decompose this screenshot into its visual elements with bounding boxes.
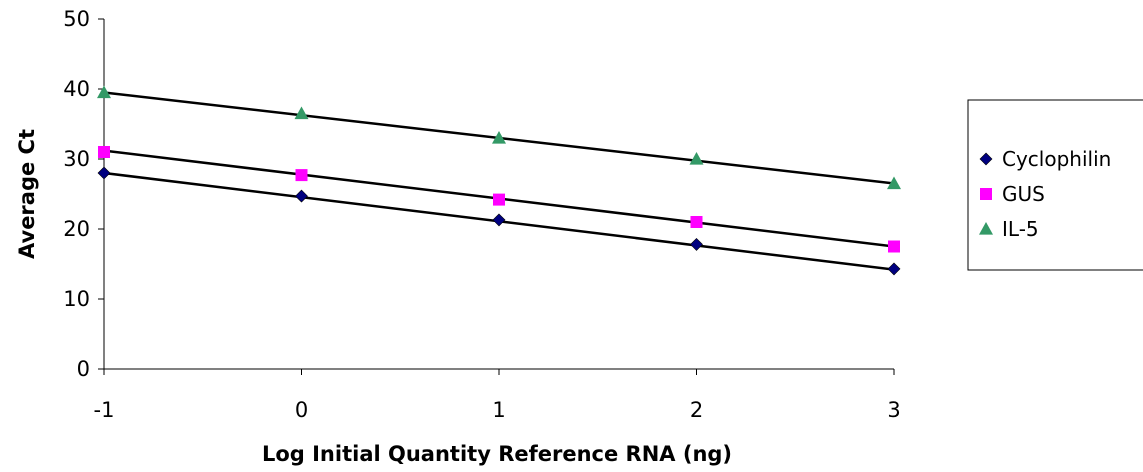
data-point-gus [690, 216, 703, 228]
data-point-il-5 [887, 176, 901, 190]
y-tick-label: 0 [77, 357, 90, 381]
data-point-cyclophilin [690, 237, 703, 251]
data-point-il-5 [294, 106, 309, 120]
y-tick-label: 40 [63, 77, 90, 101]
data-point-gus [295, 169, 308, 182]
y-tick-label: 50 [63, 7, 90, 31]
legend: Cyclophilin GUS IL-5 [967, 99, 1143, 271]
data-point-il-5 [97, 85, 111, 99]
legend-label-gus: GUS [1002, 182, 1045, 206]
x-tick-label: 1 [492, 398, 505, 422]
data-point-cyclophilin [887, 262, 901, 276]
data-point-il-5 [689, 152, 704, 165]
x-tick-label: 0 [295, 398, 308, 422]
legend-box [967, 99, 1143, 271]
data-point-cyclophilin [295, 189, 308, 203]
legend-label-cyclophilin: Cyclophilin [1002, 147, 1111, 171]
data-point-il-5 [492, 131, 506, 144]
x-tick-label: 2 [690, 398, 703, 422]
legend-label-il-5: IL-5 [1002, 217, 1039, 241]
legend-marker-gus [980, 188, 992, 200]
x-tick-label: -1 [94, 398, 115, 422]
data-point-gus [888, 240, 900, 253]
y-tick-label: 20 [63, 217, 90, 241]
y-tick-label: 30 [63, 147, 90, 171]
x-tick-label: 3 [887, 398, 900, 422]
legend-marker-cyclophilin [979, 152, 993, 166]
y-axis-title: Average Ct [15, 129, 39, 259]
data-point-cyclophilin [492, 213, 506, 227]
legend-marker-il-5 [979, 222, 993, 235]
data-point-cyclophilin [97, 166, 111, 180]
x-axis-title: Log Initial Quantity Reference RNA (ng) [262, 442, 732, 466]
data-point-gus [98, 146, 110, 158]
y-tick-label: 10 [63, 287, 90, 311]
data-point-gus [493, 193, 505, 206]
